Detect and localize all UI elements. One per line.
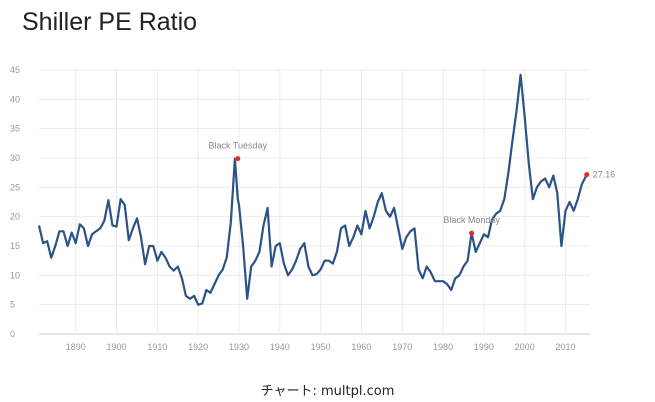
x-tick-label: 1970 [392,342,412,352]
y-tick-label: 35 [10,124,20,134]
y-tick-label: 30 [10,153,20,163]
y-tick-label: 0 [10,329,15,339]
x-tick-label: 2010 [555,342,575,352]
y-tick-label: 45 [10,65,20,75]
chart-annotations: Black Tuesday Black Monday 27.16 [209,141,616,226]
y-axis-ticks: 0 5 10 15 20 25 30 35 40 45 [10,65,20,339]
x-axis-ticks: 1890 1900 1910 1920 1930 1940 1950 1960 1970 1980… [66,342,576,352]
y-tick-label: 40 [10,94,20,104]
x-tick-label: 1950 [311,342,331,352]
x-tick-label: 1890 [66,342,86,352]
x-tick-label: 2000 [515,342,535,352]
y-tick-label: 5 [10,300,15,310]
y-tick-label: 15 [10,241,20,251]
annotation-marker [235,156,241,162]
chart-markers [235,156,590,236]
x-tick-label: 1980 [433,342,453,352]
y-tick-label: 25 [10,182,20,192]
x-tick-label: 1960 [351,342,371,352]
series-line [37,73,588,306]
x-tick-label: 1900 [107,342,127,352]
chart-source: チャート: multpl.com [260,384,395,399]
annotation-label: Black Monday [443,215,500,225]
x-tick-label: 1920 [188,342,208,352]
y-tick-label: 10 [10,270,20,280]
chart-title: Shiller PE Ratio [22,8,198,36]
y-tick-label: 20 [10,212,20,222]
x-tick-label: 1990 [474,342,494,352]
last-value-marker [584,172,590,178]
annotation-marker [469,230,475,236]
annotation-label: Black Tuesday [209,141,268,151]
x-tick-label: 1940 [270,342,290,352]
last-value-label: 27.16 [593,170,616,180]
x-tick-label: 1910 [147,342,167,352]
x-tick-label: 1930 [229,342,249,352]
